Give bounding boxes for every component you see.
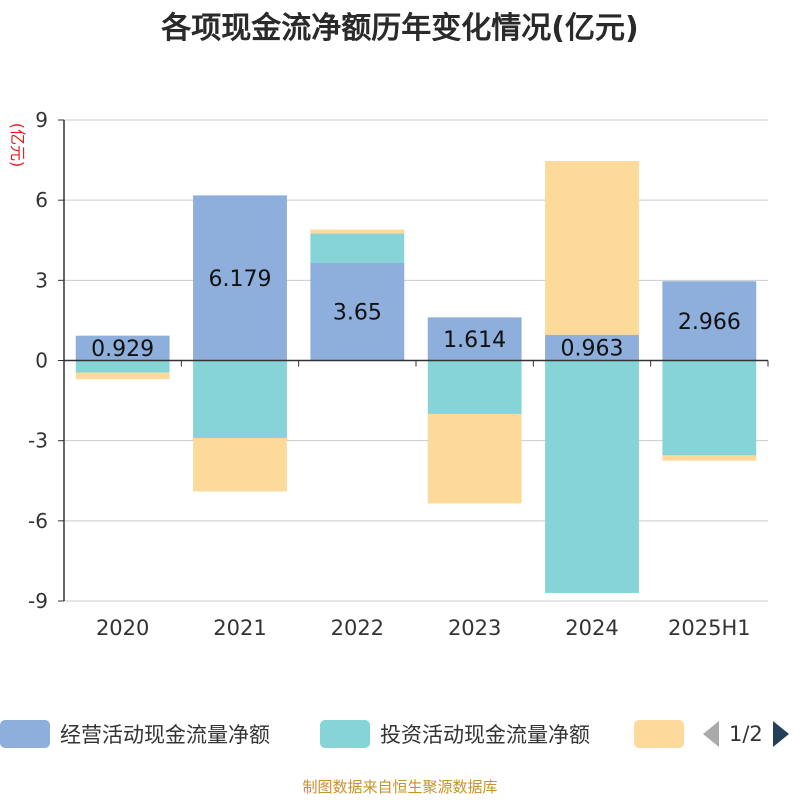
legend-swatch bbox=[320, 720, 370, 748]
y-tick-label: -3 bbox=[28, 429, 48, 453]
x-tick-label: 2023 bbox=[448, 616, 501, 640]
bar-operating bbox=[193, 195, 287, 361]
x-tick-label: 2024 bbox=[565, 616, 618, 640]
bar-financing bbox=[310, 229, 405, 234]
bar-investing bbox=[545, 360, 639, 593]
bar-operating bbox=[427, 317, 522, 361]
legend-item-operating[interactable]: 经营活动现金流量净额 bbox=[0, 714, 270, 754]
next-page-icon[interactable] bbox=[772, 721, 789, 747]
data-label: 2.966 bbox=[678, 310, 741, 335]
bar-investing bbox=[193, 360, 287, 438]
legend-label: 投资活动现金流量净额 bbox=[380, 723, 590, 747]
bar-financing bbox=[75, 372, 170, 380]
x-tick-label: 2021 bbox=[213, 616, 266, 640]
legend-swatch bbox=[634, 720, 684, 748]
x-tick-label: 2022 bbox=[331, 616, 384, 640]
y-tick-label: 0 bbox=[35, 349, 48, 373]
y-tick-label: 3 bbox=[35, 268, 48, 292]
bar-operating bbox=[75, 335, 170, 361]
y-tick-label: 6 bbox=[35, 188, 48, 212]
y-tick-label: -6 bbox=[28, 509, 48, 533]
legend-item-financing[interactable] bbox=[634, 714, 684, 754]
legend-item-investing[interactable]: 投资活动现金流量净额 bbox=[320, 714, 590, 754]
y-axis-label: (亿元) bbox=[8, 123, 27, 168]
bar-operating bbox=[545, 334, 639, 361]
data-label: 0.963 bbox=[561, 337, 624, 362]
bar-investing bbox=[427, 360, 522, 414]
data-label: 3.65 bbox=[333, 301, 382, 326]
data-label: 0.929 bbox=[91, 337, 154, 362]
bar-financing bbox=[545, 161, 639, 335]
legend-page-indicator: 1/2 bbox=[729, 722, 763, 746]
bar-financing bbox=[427, 413, 522, 504]
x-tick-label: 2025H1 bbox=[668, 616, 751, 640]
legend-pager: 1/2 bbox=[703, 714, 789, 754]
bar-financing bbox=[193, 437, 287, 492]
previous-page-icon[interactable] bbox=[703, 721, 719, 747]
y-tick-label: -9 bbox=[28, 589, 48, 613]
bar-financing bbox=[662, 455, 757, 461]
chart-title: 各项现金流净额历年变化情况(亿元) bbox=[161, 11, 639, 46]
bar-investing bbox=[310, 233, 405, 263]
x-tick-label: 2020 bbox=[96, 616, 149, 640]
bar-investing bbox=[662, 360, 757, 456]
legend-swatch bbox=[0, 720, 50, 748]
legend-label: 经营活动现金流量净额 bbox=[60, 723, 270, 747]
data-label: 1.614 bbox=[443, 328, 506, 353]
bar-investing bbox=[75, 360, 170, 373]
stacked-bar-chart: 9 6 3 0 -3 -6 -9 0.929 6.179 3.65 1.614 0.963 2.966 2… bbox=[8, 108, 769, 640]
y-tick-label: 9 bbox=[35, 108, 48, 132]
data-label: 6.179 bbox=[209, 267, 272, 292]
bar-operating bbox=[310, 262, 405, 361]
legend: 经营活动现金流量净额 投资活动现金流量净额 1/2 bbox=[0, 714, 800, 754]
data-source-note: 制图数据来自恒生聚源数据库 bbox=[302, 778, 498, 796]
bar-operating bbox=[662, 281, 757, 361]
